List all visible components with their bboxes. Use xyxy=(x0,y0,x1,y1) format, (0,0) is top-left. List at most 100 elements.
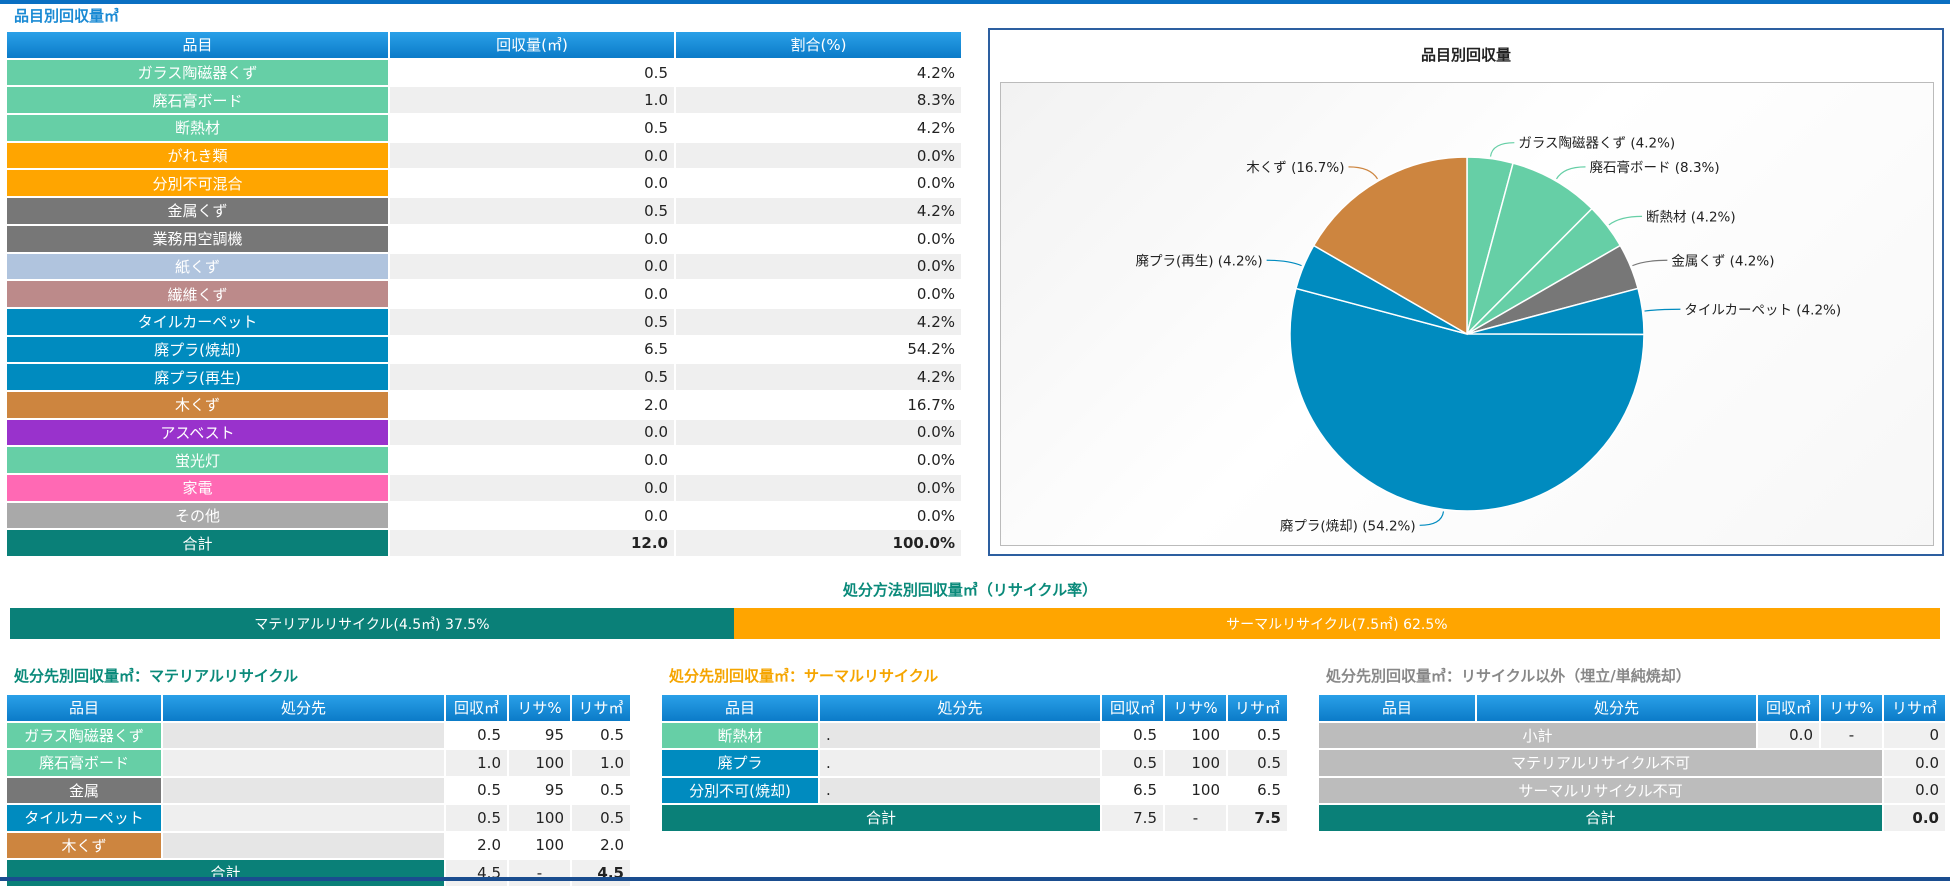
summary-volume-cell: 0.0 xyxy=(388,417,676,448)
pie-label: 廃プラ(再生) (4.2%) xyxy=(1135,252,1262,269)
thermal-dest-cell: . xyxy=(818,720,1102,750)
material-row: タイルカーペット 0.5 100 0.5 xyxy=(5,803,632,833)
summary-total-label: 合計 xyxy=(5,528,390,559)
other-subtotal-vol: 0.0 xyxy=(1756,720,1821,750)
chart-title: 品目別回収量 xyxy=(1420,46,1511,64)
summary-row: 廃プラ(再生) 0.5 4.2% xyxy=(5,362,963,392)
material-row: 廃石膏ボード 1.0 100 1.0 xyxy=(5,748,632,778)
pie-leader-line xyxy=(1632,259,1668,267)
summary-row: 繊維くず 0.0 0.0% xyxy=(5,279,963,309)
summary-row: 業務用空調機 0.0 0.0% xyxy=(5,223,963,254)
summary-table-header: 品目 回収量(㎥) 割合(%) xyxy=(5,30,963,60)
pie-label: 廃プラ(焼却) (54.2%) xyxy=(1280,517,1416,534)
thermal-header-rvol: リサ㎥ xyxy=(1226,693,1289,723)
summary-row: その他 0.0 0.0% xyxy=(5,500,963,531)
other-table-body: 小計 0.0 - 0 マテリアルリサイクル不可 0.0 サーマルリサイクル不可 … xyxy=(1317,720,1947,833)
summary-pct-cell: 4.2% xyxy=(674,196,963,226)
pie-label: 断熱材 (4.2%) xyxy=(1646,209,1736,225)
thermal-rvol-cell: 6.5 xyxy=(1226,775,1289,805)
other-total-value: 0.0 xyxy=(1882,803,1947,833)
other-header-dest: 処分先 xyxy=(1475,693,1758,723)
thermal-dest-cell: . xyxy=(818,775,1102,805)
thermal-row: 廃プラ. 0.5 100 0.5 xyxy=(660,748,1289,778)
thermal-item-cell: 廃プラ xyxy=(660,748,820,778)
ratio-segment-material: マテリアルリサイクル(4.5㎥) 37.5% xyxy=(10,608,734,639)
summary-pct-cell: 4.2% xyxy=(674,113,963,143)
summary-total-pct: 100.0% xyxy=(674,528,963,559)
material-dest-cell xyxy=(161,720,446,750)
summary-table-body: ガラス陶磁器くず 0.5 4.2% 廃石膏ボード 1.0 8.3% 断熱材 0.5 4.2% がれ… xyxy=(5,57,963,559)
summary-row: 金属くず 0.5 4.2% xyxy=(5,196,963,226)
material-item-cell: 木くず xyxy=(5,830,163,860)
thermal-table-body: 断熱材. 0.5 100 0.5 廃プラ. 0.5 100 0.5 分別不可(焼却). 6.5 10… xyxy=(660,720,1289,833)
summary-volume-cell: 0.5 xyxy=(388,306,676,337)
material-rate-cell: 100 xyxy=(507,803,572,833)
material-dest-cell xyxy=(161,830,446,860)
pie-label: 金属くず (4.2%) xyxy=(1671,253,1774,269)
header-item: 品目 xyxy=(5,30,390,60)
other-total-label: 合計 xyxy=(1317,803,1884,833)
pie-label: 廃石膏ボード (8.3%) xyxy=(1590,159,1720,176)
summary-volume-cell: 1.0 xyxy=(388,85,676,116)
material-rate-cell: 100 xyxy=(507,830,572,860)
summary-item-cell: タイルカーペット xyxy=(5,306,390,337)
summary-volume-cell: 0.0 xyxy=(388,279,676,309)
summary-volume-cell: 0.0 xyxy=(388,445,676,475)
summary-row: 廃石膏ボード 1.0 8.3% xyxy=(5,85,963,116)
summary-pct-cell: 0.0% xyxy=(674,140,963,171)
material-header-item: 品目 xyxy=(5,693,163,723)
material-dest-cell xyxy=(161,775,446,805)
summary-item-cell: 金属くず xyxy=(5,196,390,226)
material-header-rvol: リサ㎥ xyxy=(570,693,632,723)
material-total-rvol: 4.5 xyxy=(570,858,632,888)
other-subtotal-row: 小計 0.0 - 0 xyxy=(1317,720,1947,750)
ratio-segment-thermal: サーマルリサイクル(7.5㎥) 62.5% xyxy=(733,608,1940,639)
bottom-accent-bar xyxy=(0,877,1950,881)
other-material-ng-value: 0.0 xyxy=(1882,748,1947,778)
material-item-cell: 金属 xyxy=(5,775,163,805)
summary-pct-cell: 0.0% xyxy=(674,168,963,199)
pie-leader-line xyxy=(1555,166,1586,180)
summary-pct-cell: 0.0% xyxy=(674,251,963,282)
material-row: 金属 0.5 95 0.5 xyxy=(5,775,632,805)
summary-item-cell: 繊維くず xyxy=(5,279,390,309)
pie-chart-panel: 品目別回収量 ガラス陶磁器くず (4.2%) 廃石膏ボード (8.3%) 断熱材 (… xyxy=(988,28,1944,556)
material-rvol-cell: 2.0 xyxy=(570,830,632,860)
other-thermal-ng-value: 0.0 xyxy=(1882,775,1947,805)
material-item-cell: 廃石膏ボード xyxy=(5,748,163,778)
thermal-rvol-cell: 0.5 xyxy=(1226,720,1289,750)
summary-table: 品目 回収量(㎥) 割合(%) ガラス陶磁器くず 0.5 4.2% 廃石膏ボード 1.0… xyxy=(5,30,963,559)
other-thermal-ng-label: サーマルリサイクル不可 xyxy=(1317,775,1884,805)
summary-volume-cell: 0.0 xyxy=(388,223,676,254)
summary-item-cell: 業務用空調機 xyxy=(5,223,390,254)
material-vol-cell: 0.5 xyxy=(444,720,509,750)
material-dest-cell xyxy=(161,748,446,778)
thermal-rate-cell: 100 xyxy=(1163,720,1228,750)
material-vol-cell: 2.0 xyxy=(444,830,509,860)
summary-item-cell: 木くず xyxy=(5,389,390,420)
material-total-vol: 4.5 xyxy=(444,858,509,888)
material-table-body: ガラス陶磁器くず 0.5 95 0.5 廃石膏ボード 1.0 100 1.0 金属 0.5 95 0.… xyxy=(5,720,632,888)
material-row: ガラス陶磁器くず 0.5 95 0.5 xyxy=(5,720,632,750)
summary-item-cell: 家電 xyxy=(5,473,390,503)
other-table: 品目 処分先 回収㎥ リサ% リサ㎥ 小計 0.0 - 0 マテリアルリサイクル… xyxy=(1317,693,1947,833)
summary-volume-cell: 0.0 xyxy=(388,168,676,199)
other-header-rate: リサ% xyxy=(1819,693,1884,723)
summary-volume-cell: 0.5 xyxy=(388,362,676,392)
summary-item-cell: 蛍光灯 xyxy=(5,445,390,475)
summary-volume-cell: 6.5 xyxy=(388,334,676,365)
other-subtotal-label: 小計 xyxy=(1317,720,1758,750)
summary-pct-cell: 0.0% xyxy=(674,279,963,309)
thermal-header-rate: リサ% xyxy=(1163,693,1228,723)
pie-leader-line xyxy=(1266,259,1302,267)
header-volume: 回収量(㎥) xyxy=(388,30,676,60)
thermal-total-label: 合計 xyxy=(660,803,1102,833)
pie-label: タイルカーペット (4.2%) xyxy=(1684,302,1841,318)
other-total-row: 合計 0.0 xyxy=(1317,803,1947,833)
material-item-cell: タイルカーペット xyxy=(5,803,163,833)
pie-leader-line xyxy=(1608,215,1643,226)
summary-item-cell: ガラス陶磁器くず xyxy=(5,57,390,88)
summary-volume-cell: 0.5 xyxy=(388,113,676,143)
material-table-header: 品目 処分先 回収㎥ リサ% リサ㎥ xyxy=(5,693,632,723)
summary-pct-cell: 16.7% xyxy=(674,389,963,420)
